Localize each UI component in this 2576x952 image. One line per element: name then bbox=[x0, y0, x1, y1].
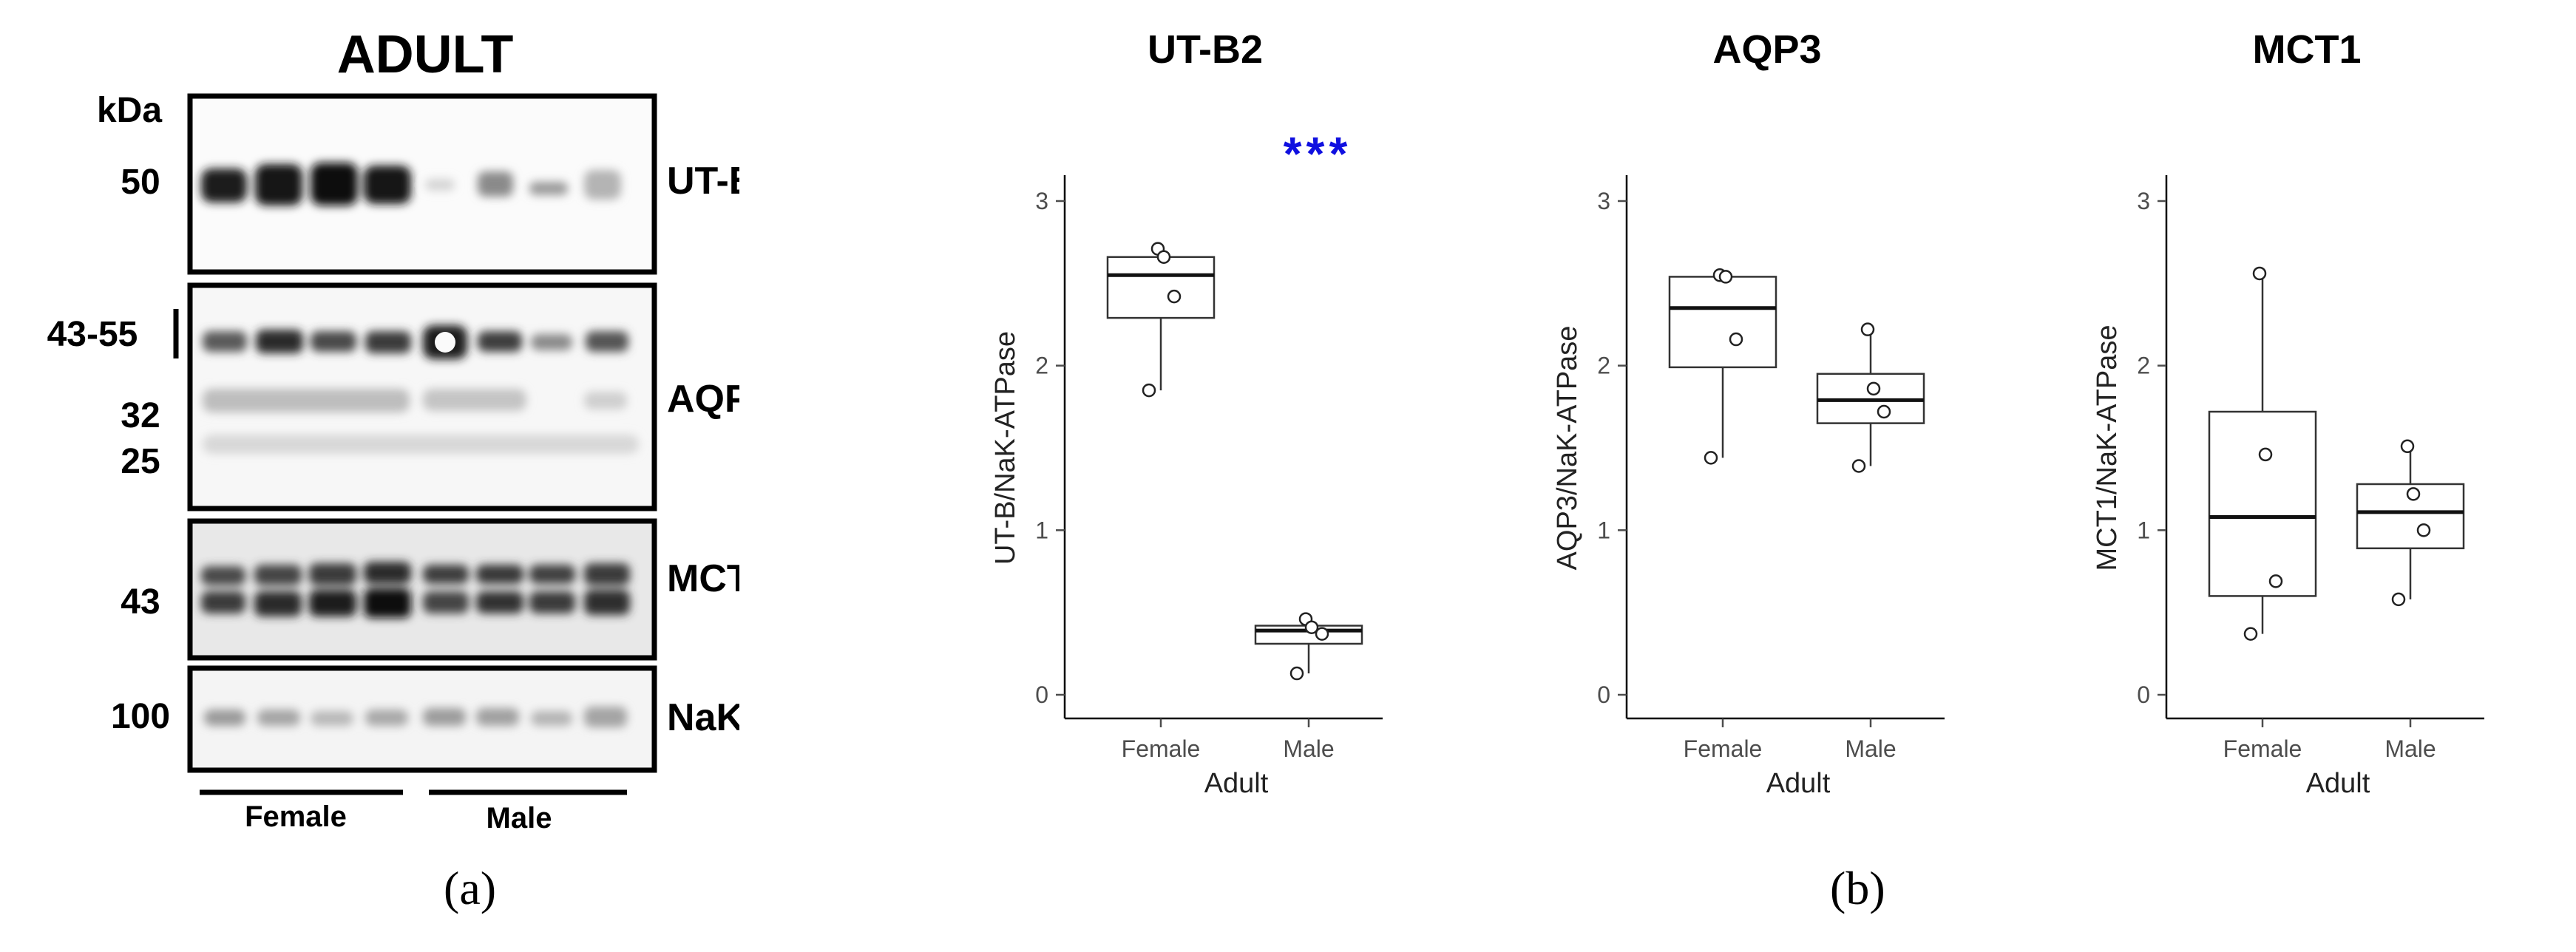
protein-label-utb2: UT-B2 bbox=[667, 160, 739, 203]
y-tick-label: 2 bbox=[1597, 353, 1610, 379]
x-axis-label: Adult bbox=[2306, 768, 2370, 799]
data-point bbox=[1851, 459, 1866, 473]
iqr-box bbox=[2208, 410, 2317, 597]
bands-mct1 bbox=[201, 562, 630, 618]
iqr-box bbox=[1668, 276, 1777, 369]
bands-utb2 bbox=[201, 163, 621, 205]
data-point bbox=[2400, 439, 2415, 454]
data-point bbox=[1315, 627, 1329, 641]
bands-nakatp bbox=[204, 707, 627, 727]
significance-annotation: *** bbox=[1284, 127, 1352, 180]
boxplot-mct1: MCT1 0 1 2 3 Female Male Adult MCT1/NaK-ATPase bbox=[2092, 27, 2484, 799]
blot-row-mct1: 43 MCT1 bbox=[121, 518, 739, 661]
y-tick-label: 1 bbox=[2137, 517, 2150, 543]
data-point bbox=[2258, 447, 2273, 462]
y-axis-label: AQP3/NaK-ATPase bbox=[1552, 326, 1583, 571]
data-point bbox=[1866, 381, 1881, 396]
protein-label-mct1: MCT1 bbox=[667, 557, 739, 600]
marker-32: 32 bbox=[121, 396, 160, 435]
x-tick-label: Male bbox=[1283, 735, 1334, 762]
plot-title: UT-B2 bbox=[1148, 27, 1263, 72]
data-point bbox=[1877, 404, 1891, 419]
marker-43-55: 43-55 bbox=[47, 315, 138, 354]
data-point bbox=[2416, 523, 2431, 537]
group-label-male: Male bbox=[487, 802, 552, 834]
box-male bbox=[2356, 446, 2465, 599]
x-tick-label: Male bbox=[2385, 735, 2436, 762]
box-female bbox=[1668, 276, 1777, 458]
y-tick-label: 0 bbox=[1035, 681, 1048, 708]
western-blot-panel: ADULT kDa 50 UT-B2 bbox=[0, 0, 739, 952]
panel-label-b: (b) bbox=[1830, 862, 1885, 914]
data-point bbox=[1289, 666, 1304, 681]
plot-title: MCT1 bbox=[2253, 27, 2362, 72]
data-point bbox=[2406, 487, 2421, 501]
marker-100: 100 bbox=[111, 697, 170, 736]
y-tick-label: 3 bbox=[1035, 188, 1048, 214]
data-point bbox=[1142, 383, 1156, 398]
y-tick-label: 2 bbox=[1035, 353, 1048, 379]
data-point bbox=[2252, 266, 2267, 281]
data-point bbox=[1718, 270, 1733, 284]
box-female bbox=[2208, 273, 2317, 634]
data-point bbox=[1860, 322, 1875, 336]
data-point bbox=[1729, 332, 1743, 347]
kda-label: kDa bbox=[97, 91, 162, 130]
data-point bbox=[2391, 592, 2406, 607]
y-tick-label: 1 bbox=[1597, 517, 1610, 543]
marker-25: 25 bbox=[121, 442, 160, 481]
protein-label-aqp3: AQP3 bbox=[667, 378, 739, 421]
protein-label-nakatp: NaKATP bbox=[667, 696, 739, 739]
y-axis-label: UT-B/NaK-ATPase bbox=[990, 331, 1021, 565]
data-point bbox=[1304, 620, 1319, 634]
panel-label-a: (a) bbox=[444, 862, 497, 914]
iqr-box bbox=[1106, 256, 1216, 319]
x-tick-label: Female bbox=[1684, 735, 1763, 762]
iqr-box bbox=[2356, 483, 2465, 550]
data-point bbox=[1167, 289, 1182, 304]
x-tick-label: Female bbox=[1122, 735, 1201, 762]
x-tick-label: Female bbox=[2223, 735, 2302, 762]
data-point bbox=[1704, 451, 1718, 465]
x-axis-label: Adult bbox=[1204, 768, 1269, 799]
y-tick-label: 0 bbox=[2137, 681, 2150, 708]
blot-row-nakatp: 100 NaKATP bbox=[111, 665, 739, 773]
blot-row-utb2: 50 UT-B2 bbox=[121, 93, 739, 275]
box-male bbox=[1816, 329, 1925, 466]
y-tick-label: 1 bbox=[1035, 517, 1048, 543]
y-tick-label: 0 bbox=[1597, 681, 1610, 708]
y-tick-label: 3 bbox=[1597, 188, 1610, 214]
group-label-female: Female bbox=[245, 800, 347, 833]
x-tick-label: Male bbox=[1845, 735, 1896, 762]
data-point bbox=[1156, 250, 1171, 264]
marker-50: 50 bbox=[121, 163, 160, 202]
x-axis-label: Adult bbox=[1766, 768, 1831, 799]
boxplot-aqp3: AQP3 0 1 2 3 Female Male Adult AQP3/NaK-ATPase bbox=[1552, 27, 1945, 799]
blot-frame-mct1 bbox=[187, 518, 657, 661]
data-point bbox=[2268, 574, 2283, 588]
box-female bbox=[1106, 248, 1216, 391]
blot-row-aqp3: 43-55 32 25 AQP3 bbox=[47, 282, 739, 511]
y-tick-label: 3 bbox=[2137, 188, 2150, 214]
blot-title: ADULT bbox=[337, 25, 514, 84]
boxplot-utb2: UT-B2 0 1 2 3 Female Male Adult UT-B/NaK-ATPase *… bbox=[990, 27, 1383, 799]
data-point bbox=[2243, 627, 2258, 641]
blot-figure: ADULT kDa 50 UT-B2 bbox=[47, 25, 739, 834]
y-tick-label: 2 bbox=[2137, 353, 2150, 379]
marker-43: 43 bbox=[121, 582, 160, 622]
y-axis-label: MCT1/NaK-ATPase bbox=[2092, 325, 2123, 571]
plot-title: AQP3 bbox=[1712, 27, 1821, 72]
